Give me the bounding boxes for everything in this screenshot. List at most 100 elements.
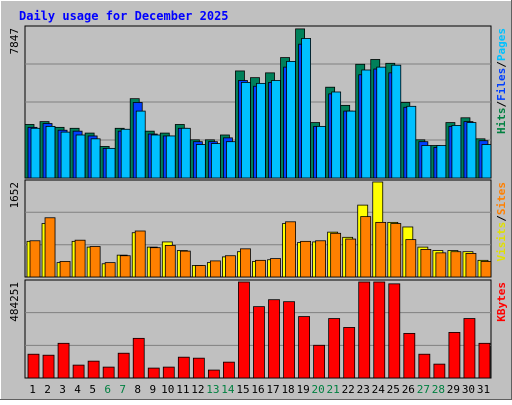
day-label-8: 8 [134,383,141,396]
day-label-16: 16 [251,383,264,396]
bar-pages-day-9 [150,134,161,179]
bar-kbytes-day-6 [102,366,115,379]
bar-kbytes-day-27 [418,353,431,379]
bar-pages-day-15 [241,82,251,179]
bar-pages-day-12 [195,144,206,179]
day-label-6: 6 [104,383,111,396]
legend-middle-item-0: Visits [495,222,508,262]
bar-sites-day-3 [59,261,71,278]
bar-sites-day-13 [209,260,221,278]
bar-sites-day-10 [164,244,176,278]
bar-pages-day-7 [120,128,131,179]
bar-kbytes-day-14 [223,361,235,379]
bar-sites-day-1 [29,240,41,278]
day-label-15: 15 [236,383,249,396]
day-label-3: 3 [59,383,66,396]
bar-sites-day-11 [179,250,191,278]
day-label-31: 31 [477,383,490,396]
bar-kbytes-day-1 [27,353,40,379]
bar-kbytes-day-23 [358,281,371,379]
day-label-22: 22 [342,383,355,396]
bar-kbytes-day-12 [192,357,205,379]
day-label-26: 26 [402,383,415,396]
legend-top-item-0: Hits [495,108,508,135]
day-label-29: 29 [447,383,460,396]
bar-pages-day-24 [376,66,387,179]
bar-sites-day-8 [134,230,146,278]
bar-pages-day-16 [256,82,266,179]
bar-sites-day-31 [480,261,492,278]
bar-kbytes-day-24 [373,281,386,379]
bar-pages-day-1 [30,127,41,179]
bar-kbytes-day-13 [207,369,220,379]
bar-pages-day-27 [421,145,432,179]
bar-sites-day-12 [194,265,206,278]
bar-sites-day-26 [405,239,417,278]
bar-kbytes-day-3 [57,342,70,379]
bar-sites-day-18 [285,221,296,278]
bar-sites-day-24 [375,221,387,278]
legend-bottom: KBytes [495,282,508,322]
bar-pages-day-23 [361,69,372,179]
bar-kbytes-day-10 [162,366,175,379]
bar-kbytes-day-31 [478,342,491,379]
bar-sites-day-28 [435,252,447,278]
bar-sites-day-15 [240,248,251,278]
bar-pages-day-31 [481,144,492,179]
bar-kbytes-day-5 [87,360,100,379]
bar-sites-day-6 [104,262,116,278]
bar-pages-day-26 [406,105,417,179]
day-label-18: 18 [281,383,294,396]
bar-kbytes-day-26 [403,332,416,379]
legend-top-item-2: Files [495,68,508,101]
bar-pages-day-4 [75,134,86,179]
bar-kbytes-day-17 [268,299,280,379]
bar-kbytes-day-16 [253,306,265,379]
bar-pages-day-22 [346,110,357,179]
bar-kbytes-day-19 [298,316,310,379]
bar-sites-day-9 [149,247,161,278]
ymax-label-middle: 1652 [8,182,21,209]
day-label-7: 7 [119,383,126,396]
bar-pages-day-19 [301,38,311,179]
day-label-10: 10 [161,383,174,396]
bar-kbytes-day-11 [177,356,190,379]
bar-pages-day-30 [466,122,477,179]
legend-middle: Visits/Sites [495,182,508,262]
day-label-12: 12 [191,383,204,396]
bar-sites-day-19 [300,240,311,278]
bar-sites-day-7 [119,255,131,278]
ymax-label-top: 7847 [8,28,21,55]
legend-top-item-1: / [495,101,508,108]
day-label-14: 14 [221,383,235,396]
day-label-25: 25 [387,383,400,396]
legend-top-item-4: Pages [495,28,508,61]
bar-kbytes-day-25 [388,283,401,379]
legend-bottom-item-0: KBytes [495,282,508,322]
bar-pages-day-8 [135,110,146,179]
day-label-5: 5 [89,383,96,396]
day-label-11: 11 [176,383,189,396]
bar-sites-day-2 [44,217,56,278]
bar-pages-day-14 [226,141,236,179]
ymax-label-bottom: 484251 [8,282,21,322]
bar-kbytes-day-7 [117,352,130,379]
bar-kbytes-day-4 [72,364,85,379]
bar-kbytes-day-18 [283,301,295,379]
legend-middle-item-1: / [495,215,508,222]
bar-sites-day-29 [450,251,462,278]
bar-kbytes-day-28 [433,363,446,379]
bar-pages-day-11 [180,127,191,179]
day-label-19: 19 [296,383,309,396]
bar-sites-day-21 [330,232,342,278]
bar-kbytes-day-21 [328,318,341,379]
day-label-21: 21 [327,383,340,396]
chart-title: Daily usage for December 2025 [19,9,229,23]
day-label-28: 28 [432,383,445,396]
bar-pages-day-17 [271,80,281,179]
day-label-30: 30 [462,383,475,396]
day-label-9: 9 [149,383,156,396]
bar-sites-day-22 [345,238,357,278]
